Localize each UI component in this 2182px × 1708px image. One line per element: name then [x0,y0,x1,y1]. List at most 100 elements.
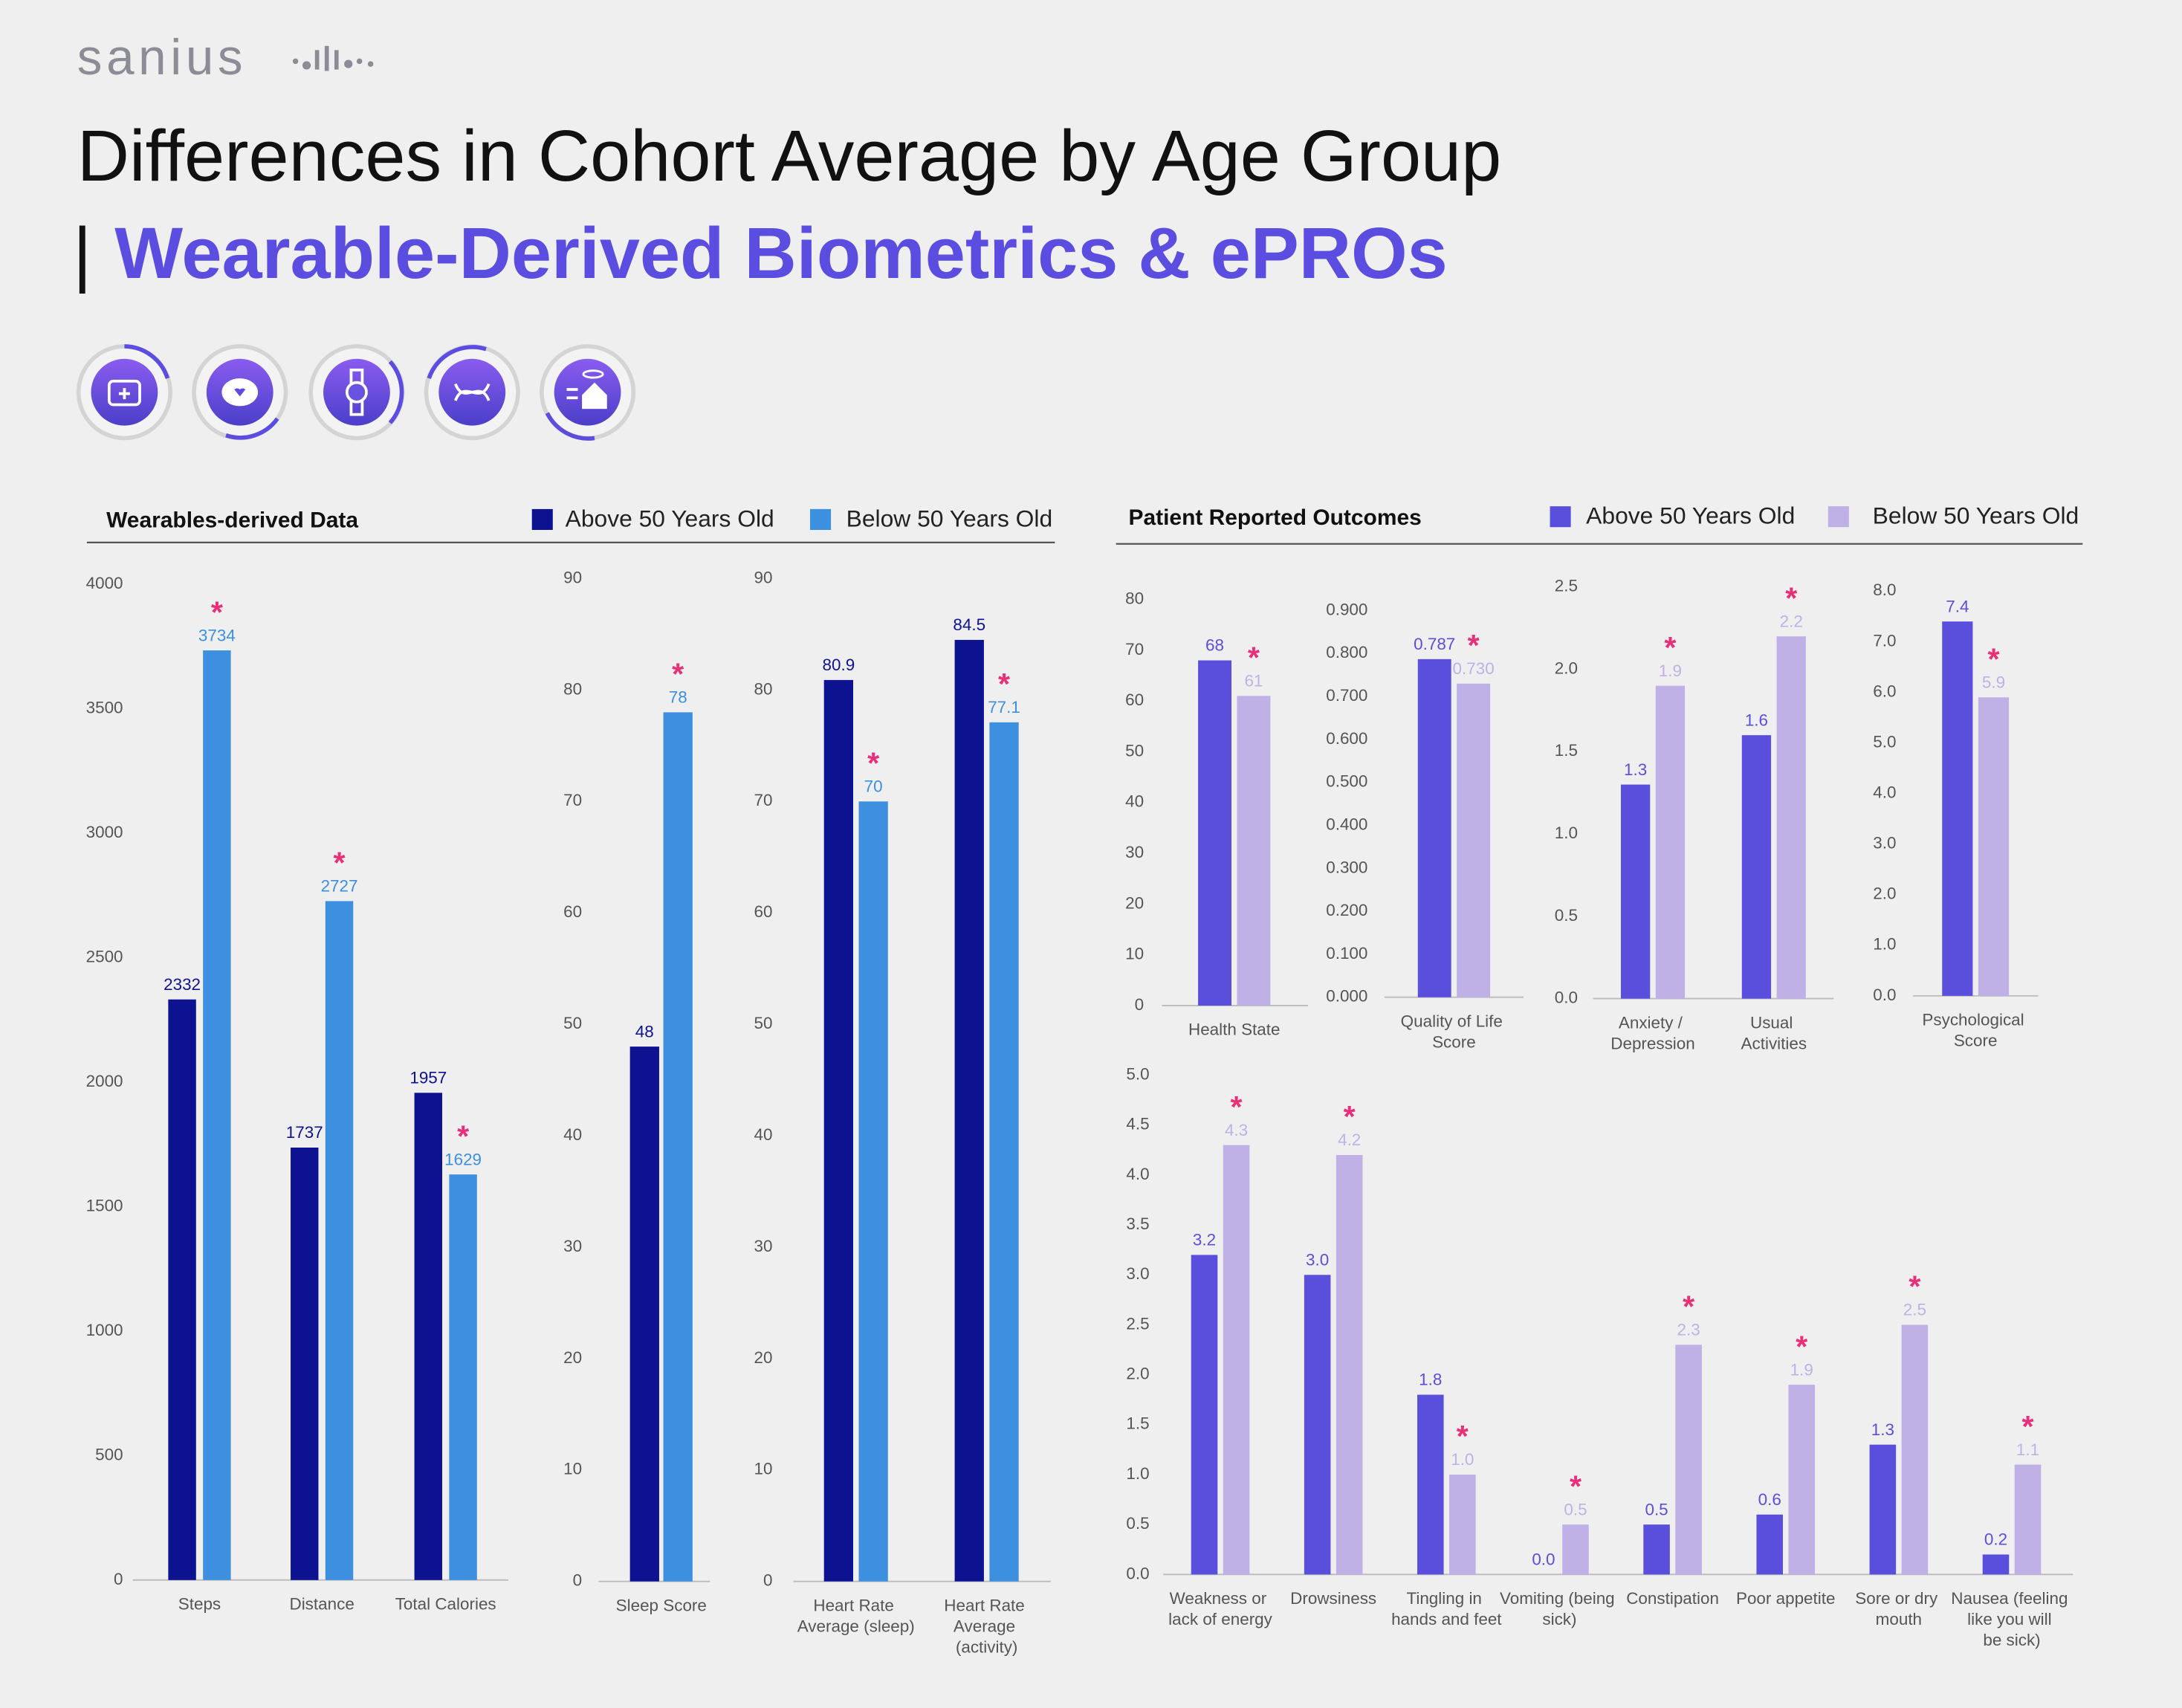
bar [1869,1444,1897,1575]
y-tick-label: 0.200 [1326,901,1367,919]
icon [192,344,288,441]
x-tick-label: Tingling in hands and feet [1391,1589,1502,1628]
bar [325,901,354,1580]
value-label: 2.5 [1903,1301,1926,1319]
bar [1620,784,1651,999]
x-tick-label: Heart Rate Average (sleep) [797,1596,915,1635]
subtitle: Wearable-Derived Biometrics & ePROs [114,213,1447,294]
value-label: 1.3 [1624,760,1647,779]
significance-marker: * [1570,1469,1582,1503]
y-tick-label: 8.0 [1873,580,1896,599]
value-label: 0.787 [1414,635,1455,653]
bar [1562,1524,1589,1575]
x-tick-label: Drowsiness [1290,1589,1376,1608]
value-label: 78 [669,688,687,707]
y-tick-label: 1.0 [1555,824,1578,842]
significance-marker: * [334,846,346,880]
x-tick-label: Total Calories [395,1594,496,1613]
x-tick-label: Quality of Life Score [1401,1012,1507,1051]
value-label: 1.6 [1745,711,1768,729]
bar [1655,685,1686,999]
icon [540,344,636,441]
y-tick-label: 2.0 [1126,1365,1149,1383]
bar [1457,683,1491,997]
bar [823,679,854,1582]
y-tick-label: 0 [1135,995,1144,1014]
significance-marker: * [672,657,684,691]
y-tick-label: 0 [763,1571,772,1590]
bar [1449,1474,1476,1575]
value-label: 0.6 [1758,1490,1781,1509]
y-tick-label: 0.600 [1326,729,1367,748]
y-tick-label: 2500 [86,947,123,965]
charts: Wearables-derived Data Above 50 Years Old… [86,502,2083,1656]
x-tick-label: Heart Rate Average (activity) [944,1596,1029,1656]
significance-marker: * [1664,630,1676,664]
y-tick-label: 500 [95,1445,123,1463]
y-tick-label: 40 [1125,792,1144,811]
y-tick-label: 0.000 [1326,987,1367,1006]
y-tick-label: 20 [754,1348,772,1367]
y-tick-label: 3.0 [1873,834,1896,853]
value-label: 0.5 [1564,1500,1587,1518]
y-tick-label: 7.0 [1873,631,1896,650]
value-label: 4.3 [1225,1121,1248,1139]
icon [76,344,172,441]
y-tick-label: 1.5 [1126,1414,1149,1433]
y-tick-label: 0.0 [1873,986,1896,1004]
x-tick-label: Sore or dry mouth [1855,1589,1942,1628]
y-tick-label: 0.800 [1326,643,1367,661]
x-tick-label: Steps [178,1594,221,1613]
y-tick-label: 3500 [86,698,123,716]
y-tick-label: 90 [563,568,582,586]
y-tick-label: 0.100 [1326,944,1367,963]
y-tick-label: 10 [563,1460,582,1478]
x-tick-label: Poor appetite [1736,1589,1835,1608]
significance-marker: * [457,1119,469,1153]
bar [1198,660,1232,1006]
y-tick-label: 0.700 [1326,686,1367,705]
y-tick-label: 2.0 [1873,884,1896,903]
bar [989,722,1019,1582]
bar [1237,696,1271,1006]
value-label: 5.9 [1982,673,2005,691]
significance-marker: * [1468,628,1480,662]
logo-mark [292,45,374,71]
bar [629,1047,659,1582]
value-label: 2.2 [1780,612,1803,630]
significance-marker: * [1909,1269,1920,1304]
bar [1191,1255,1218,1575]
y-tick-label: 70 [1125,640,1144,659]
y-tick-label: 40 [754,1125,772,1144]
significance-marker: * [1457,1419,1469,1453]
y-tick-label: 0.900 [1326,600,1367,618]
significance-marker: * [1796,1329,1807,1363]
y-tick-label: 0.300 [1326,858,1367,876]
bar [1982,1554,2010,1575]
value-label: 2.3 [1677,1321,1700,1339]
bar [1978,697,2010,996]
x-tick-label: Weakness or lack of energy [1168,1589,1272,1628]
y-tick-label: 4.0 [1873,783,1896,802]
y-tick-label: 0.5 [1555,906,1578,925]
y-tick-label: 20 [563,1348,582,1367]
y-tick-label: 3000 [86,823,123,841]
y-tick-label: 2000 [86,1072,123,1090]
value-label: 3734 [198,626,236,644]
value-label: 0.0 [1532,1550,1555,1569]
x-tick-label: Health State [1188,1020,1280,1039]
icon-row [76,344,636,441]
value-label: 80.9 [823,656,855,674]
y-tick-label: 4.0 [1126,1165,1149,1183]
bar [1675,1345,1702,1575]
significance-marker: * [1231,1090,1243,1124]
x-tick-label: Constipation [1626,1589,1719,1608]
value-label: 1.8 [1419,1371,1442,1389]
value-label: 3.2 [1193,1231,1216,1249]
y-tick-label: 70 [754,791,772,809]
panel-title: Patient Reported Outcomes [1129,505,1422,530]
y-tick-label: 3.0 [1126,1264,1149,1283]
icon [424,344,520,441]
value-label: 68 [1205,636,1224,655]
